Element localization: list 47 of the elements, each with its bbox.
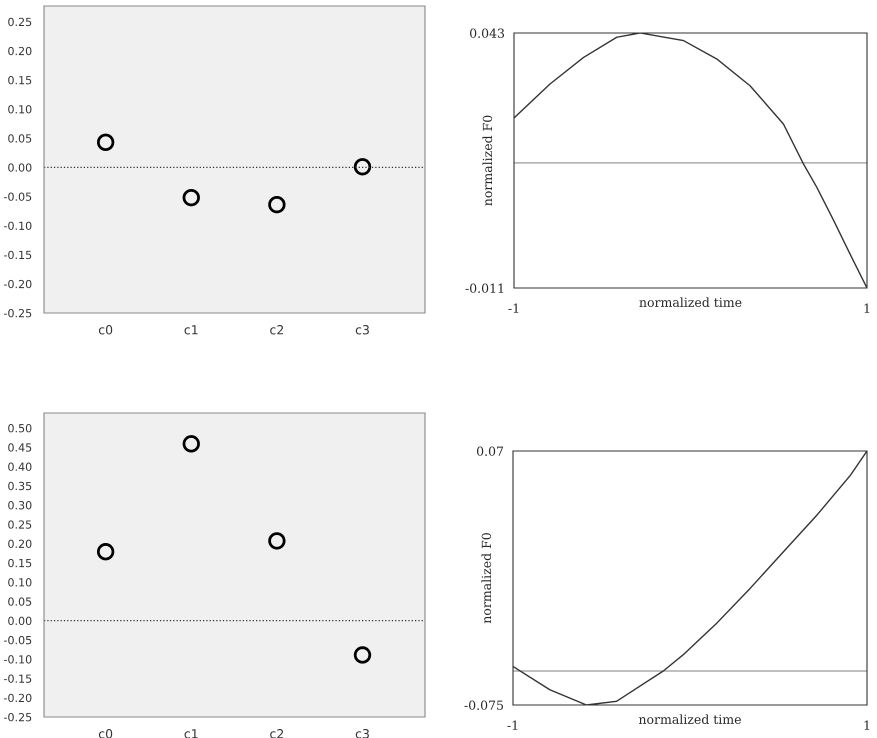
- y-tick-label: 0.20: [8, 46, 32, 56]
- y-tick-label: -0.25: [4, 308, 32, 318]
- y-tick-label: 0.15: [8, 76, 32, 84]
- y-tick-label: -0.20: [4, 694, 32, 702]
- y-tick-label: 0.25: [8, 18, 32, 26]
- y-tick-label: -0.15: [4, 674, 32, 683]
- y-tick-label: 0.20: [8, 540, 32, 548]
- y-tick-label: 0.35: [8, 482, 32, 490]
- x-tick-label: -1: [507, 720, 518, 730]
- y-tick-label: -0.25: [4, 712, 32, 722]
- x-tick-label: c1: [184, 325, 198, 334]
- x-tick-label: c2: [270, 325, 284, 334]
- y-tick-label: 0.45: [8, 443, 32, 452]
- y-tick-label: 0.50: [8, 424, 32, 432]
- y-tick-label: 0.043: [470, 28, 504, 38]
- y-tick-label: -0.011: [466, 283, 504, 293]
- x-tick-label: c0: [98, 729, 112, 738]
- y-tick-label: 0.30: [8, 501, 32, 510]
- y-tick-label: 0.05: [8, 597, 32, 606]
- y-tick-label: 0.00: [8, 163, 32, 172]
- y-tick-label: -0.10: [4, 222, 32, 230]
- x-axis-title: normalized time: [638, 714, 741, 724]
- x-tick-label: c2: [270, 729, 284, 738]
- y-axis-title: normalized F0: [482, 116, 492, 206]
- y-tick-label: 0.07: [476, 446, 504, 456]
- x-tick-label: c0: [98, 325, 112, 334]
- x-axis-title: normalized time: [639, 297, 742, 307]
- y-tick-label: 0.00: [8, 616, 32, 626]
- y-tick-label: 0.05: [8, 134, 32, 143]
- x-tick-label: c1: [184, 729, 198, 738]
- y-axis-title: normalized F0: [481, 533, 492, 624]
- x-tick-label: c3: [356, 729, 369, 738]
- y-tick-label: -0.10: [4, 655, 32, 664]
- x-tick-label: -1: [508, 304, 518, 313]
- y-tick-label: -0.075: [464, 700, 504, 710]
- x-tick-label: 1: [864, 304, 870, 313]
- x-tick-label: c3: [356, 325, 369, 334]
- y-tick-label: 0.25: [8, 520, 32, 529]
- y-tick-label: 0.10: [8, 105, 32, 114]
- y-tick-label: 0.15: [8, 558, 32, 568]
- y-tick-label: -0.20: [4, 280, 32, 288]
- x-tick-label: 1: [864, 720, 870, 730]
- y-tick-label: -0.05: [4, 636, 32, 644]
- y-tick-label: 0.40: [8, 462, 32, 471]
- y-tick-label: 0.10: [8, 578, 32, 587]
- y-tick-label: -0.05: [4, 192, 32, 201]
- y-tick-label: -0.15: [4, 250, 32, 260]
